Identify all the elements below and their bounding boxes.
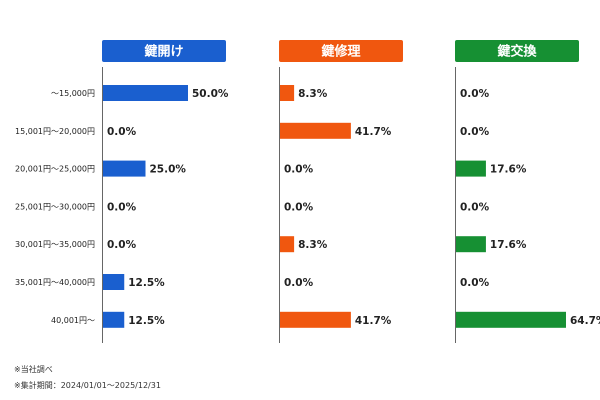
- value-label: 64.7%: [570, 315, 600, 327]
- bar: [456, 236, 486, 253]
- value-label: 0.0%: [107, 201, 137, 213]
- value-label: 8.3%: [298, 88, 328, 100]
- value-label: 17.6%: [490, 164, 527, 176]
- series-title: 鍵修理: [321, 44, 360, 60]
- bar: [280, 311, 351, 328]
- series-title-badge: [279, 40, 403, 62]
- bar: [456, 160, 486, 177]
- footnote-source: ※当社調べ: [14, 365, 53, 374]
- value-label: 8.3%: [298, 239, 328, 251]
- value-label: 41.7%: [355, 126, 392, 138]
- value-label: 0.0%: [284, 277, 314, 289]
- series-title: 鍵交換: [497, 44, 537, 60]
- bar: [103, 274, 125, 290]
- category-label: 30,001円〜35,000円: [15, 240, 95, 249]
- bar: [103, 160, 146, 177]
- bar: [280, 236, 295, 253]
- bar: [103, 311, 125, 328]
- value-label: 0.0%: [107, 126, 137, 138]
- value-label: 0.0%: [460, 201, 490, 213]
- category-label: 15,001円〜20,000円: [15, 127, 95, 136]
- value-label: 50.0%: [192, 88, 229, 100]
- bar: [103, 85, 188, 101]
- value-label: 0.0%: [107, 239, 137, 251]
- bar: [280, 122, 351, 139]
- category-label: 〜15,000円: [51, 89, 95, 98]
- category-label: 40,001円〜: [51, 316, 95, 325]
- footnote-period: ※集計期間：2024/01/01〜2025/12/31: [14, 381, 161, 390]
- value-label: 0.0%: [284, 201, 314, 213]
- bar: [280, 85, 295, 101]
- category-label: 25,001円〜30,000円: [15, 202, 95, 211]
- value-label: 12.5%: [128, 277, 165, 289]
- value-label: 0.0%: [284, 164, 314, 176]
- value-label: 41.7%: [355, 315, 392, 327]
- category-label: 20,001円〜25,000円: [15, 165, 95, 174]
- value-label: 0.0%: [460, 277, 490, 289]
- series-title: 鍵開け: [144, 44, 183, 60]
- value-label: 17.6%: [490, 239, 527, 251]
- category-label: 35,001円〜40,000円: [15, 278, 95, 287]
- value-label: 0.0%: [460, 126, 490, 138]
- value-label: 25.0%: [150, 164, 187, 176]
- series-title-badge: [102, 40, 226, 62]
- bar: [456, 311, 566, 328]
- value-label: 0.0%: [460, 88, 490, 100]
- series-title-badge: [455, 40, 579, 62]
- value-label: 12.5%: [128, 315, 165, 327]
